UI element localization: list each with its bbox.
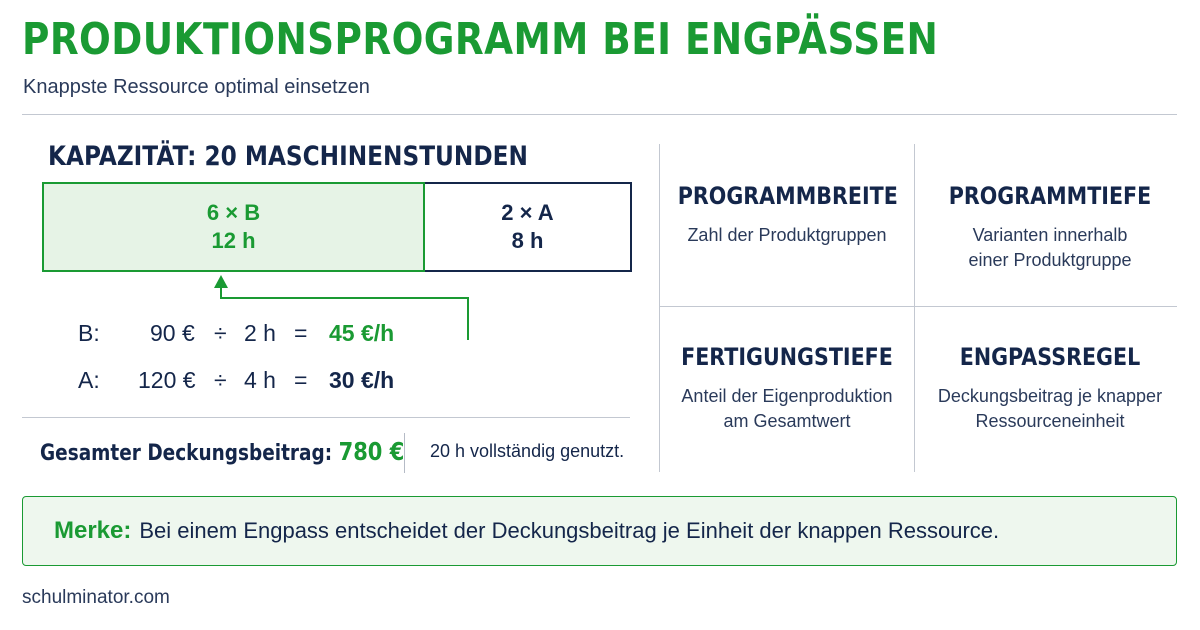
calc-a-profit: 120 € [138,367,196,393]
concept-card-engpassregel: ENGPASSREGEL Deckungsbeitrag je knapper … [923,342,1177,434]
merke-label: Merke: [54,517,132,544]
calc-b-result: 45 €/h [329,320,395,346]
capacity-segment-a: 2 × A 8 h [425,184,630,270]
merke-callout: Merke: Bei einem Engpass entscheidet der… [22,496,1177,566]
calc-b-label: B: [78,320,100,346]
calc-row-b: B: 90 € ÷ 2 h = 45 €/h [78,320,418,356]
page-subtitle: Knappste Ressource optimal einsetzen [23,76,370,98]
concept-description: Anteil der Eigenproduktion am Gesamtwert [660,384,914,434]
concept-title: PROGRAMMTIEFE [948,182,1152,210]
concept-description-line: Zahl der Produktgruppen [687,225,887,245]
capacity-bar: 6 × B 12 h 2 × A 8 h [42,182,632,272]
total-amount: 780 € [338,437,405,466]
capacity-heading: KAPAZITÄT: 20 MASCHINENSTUNDEN [48,141,528,172]
calc-b-divide: ÷ [214,320,227,346]
grid-divider-middle [914,144,915,472]
concept-description: Zahl der Produktgruppen [660,223,914,248]
priority-arrow-head [214,275,228,288]
concept-description-line: Anteil der Eigenproduktion [681,386,893,406]
calc-a-equals: = [294,367,308,393]
priority-arrow-line [220,286,469,340]
calc-b-time: 2 h [244,320,276,346]
concept-description-line: Deckungsbeitrag je knapper [937,386,1163,406]
total-separator [404,433,405,473]
concept-card-programmtiefe: PROGRAMMTIEFE Varianten innerhalb einer … [923,181,1177,273]
segment-b-hours: 12 h [211,228,256,253]
calc-b-equals: = [294,320,308,346]
grid-divider-left [659,144,660,472]
calc-divider [22,417,630,418]
segment-a-hours: 8 h [511,228,544,253]
grid-divider-horizontal [659,306,1177,307]
header-divider [22,114,1177,115]
concept-title: PROGRAMMBREITE [677,182,898,210]
calc-a-result: 30 €/h [329,367,395,393]
concept-title: FERTIGUNGSTIEFE [681,343,893,371]
concept-description-line: Varianten innerhalb [972,225,1128,245]
concept-description-line: einer Produktgruppe [968,250,1132,270]
calc-a-time: 4 h [244,367,276,393]
concept-description-line: Ressourceneinheit [975,411,1125,431]
footer-source: schulminator.com [22,587,170,608]
calc-row-a: A: 120 € ÷ 4 h = 30 €/h [78,367,418,403]
concept-card-programmbreite: PROGRAMMBREITE Zahl der Produktgruppen [660,181,914,248]
concept-title: ENGPASSREGEL [959,343,1141,371]
concept-description: Varianten innerhalb einer Produktgruppe [923,223,1177,273]
total-note: 20 h vollständig genutzt. [430,441,625,461]
concept-card-fertigungstiefe: FERTIGUNGSTIEFE Anteil der Eigenprodukti… [660,342,914,434]
calc-a-divide: ÷ [214,367,227,393]
concept-description-line: am Gesamtwert [723,411,851,431]
concept-description: Deckungsbeitrag je knapper Ressourcenein… [923,384,1177,434]
calc-b-profit: 90 € [150,320,195,346]
total-contribution: Gesamter Deckungsbeitrag: 780 € [40,437,404,466]
total-label: Gesamter Deckungsbeitrag: [40,441,333,466]
capacity-segment-b: 6 × B 12 h [42,182,425,272]
segment-b-quantity: 6 × B [206,200,261,225]
page-title: PRODUKTIONSPROGRAMM BEI ENGPÄSSEN [22,14,939,65]
segment-a-quantity: 2 × A [501,200,554,225]
merke-text: Bei einem Engpass entscheidet der Deckun… [139,518,1000,543]
calc-a-label: A: [78,367,100,393]
